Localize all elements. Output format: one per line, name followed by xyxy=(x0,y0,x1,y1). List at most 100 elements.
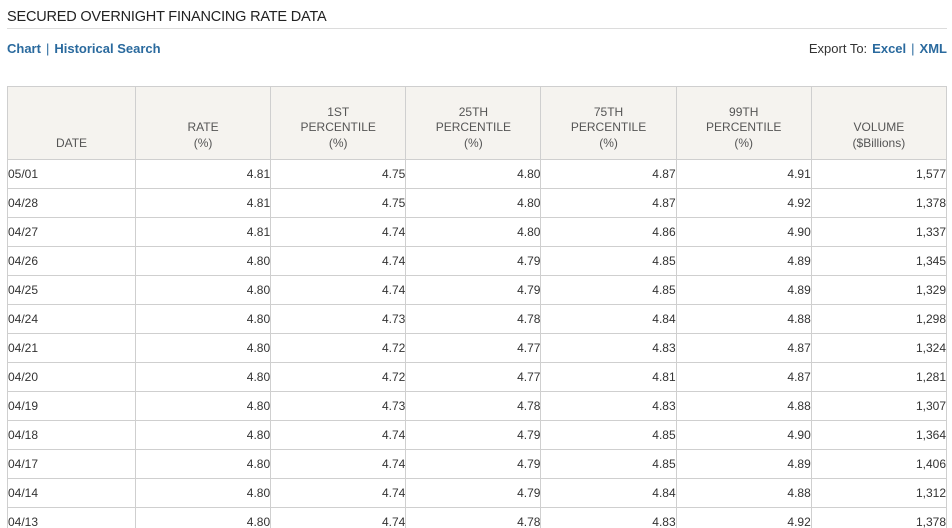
cell-99th-percentile: 4.92 xyxy=(675,188,812,218)
table-row: 04/25 4.80 4.74 4.79 4.85 4.89 1,329 xyxy=(7,275,948,305)
cell-25th-percentile: 4.80 xyxy=(405,159,542,189)
header-p1-line-3: (%) xyxy=(328,135,348,150)
cell-1st-percentile: 4.72 xyxy=(270,333,407,363)
cell-rate: 4.80 xyxy=(134,362,272,392)
cell-rate: 4.80 xyxy=(134,246,272,276)
cell-25th-percentile: 4.79 xyxy=(405,420,542,450)
table-row: 04/20 4.80 4.72 4.77 4.81 4.87 1,281 xyxy=(7,362,948,392)
cell-75th-percentile: 4.83 xyxy=(540,507,677,528)
cell-1st-percentile: 4.74 xyxy=(270,478,407,508)
header-1st-percentile: 1ST PERCENTILE (%) xyxy=(270,86,407,160)
cell-rate: 4.80 xyxy=(134,333,272,363)
cell-99th-percentile: 4.88 xyxy=(675,478,812,508)
cell-1st-percentile: 4.74 xyxy=(270,420,407,450)
cell-date: 04/27 xyxy=(7,217,136,247)
cell-25th-percentile: 4.77 xyxy=(405,362,542,392)
cell-99th-percentile: 4.88 xyxy=(675,304,812,334)
cell-volume: 1,281 xyxy=(810,362,948,392)
cell-75th-percentile: 4.85 xyxy=(540,449,677,479)
cell-99th-percentile: 4.89 xyxy=(675,246,812,276)
cell-99th-percentile: 4.91 xyxy=(675,159,812,189)
page-title: SECURED OVERNIGHT FINANCING RATE DATA xyxy=(7,9,327,25)
cell-volume: 1,364 xyxy=(810,420,948,450)
header-p75-line-2: PERCENTILE xyxy=(570,120,647,134)
export-separator: | xyxy=(911,41,915,56)
header-rate: RATE (%) xyxy=(134,86,272,160)
cell-1st-percentile: 4.73 xyxy=(270,391,407,421)
table-row: 04/26 4.80 4.74 4.79 4.85 4.89 1,345 xyxy=(7,246,948,276)
table-row: 04/24 4.80 4.73 4.78 4.84 4.88 1,298 xyxy=(7,304,948,334)
cell-volume: 1,312 xyxy=(810,478,948,508)
historical-search-link[interactable]: Historical Search xyxy=(54,41,161,56)
cell-date: 04/25 xyxy=(7,275,136,305)
cell-25th-percentile: 4.77 xyxy=(405,333,542,363)
cell-1st-percentile: 4.74 xyxy=(270,507,407,528)
header-p99-line-1: 99TH xyxy=(729,104,759,119)
cell-99th-percentile: 4.88 xyxy=(675,391,812,421)
cell-75th-percentile: 4.87 xyxy=(540,188,677,218)
header-volume-line-1: VOLUME xyxy=(853,120,905,134)
cell-99th-percentile: 4.90 xyxy=(675,420,812,450)
cell-1st-percentile: 4.74 xyxy=(270,275,407,305)
table-row: 04/13 4.80 4.74 4.78 4.83 4.92 1,378 xyxy=(7,507,948,528)
cell-date: 04/24 xyxy=(7,304,136,334)
cell-99th-percentile: 4.90 xyxy=(675,217,812,247)
cell-date: 04/18 xyxy=(7,420,136,450)
header-date: DATE xyxy=(7,86,136,160)
table-row: 04/19 4.80 4.73 4.78 4.83 4.88 1,307 xyxy=(7,391,948,421)
cell-rate: 4.80 xyxy=(134,275,272,305)
cell-99th-percentile: 4.87 xyxy=(675,333,812,363)
cell-1st-percentile: 4.75 xyxy=(270,159,407,189)
cell-date: 04/20 xyxy=(7,362,136,392)
cell-1st-percentile: 4.74 xyxy=(270,217,407,247)
cell-rate: 4.80 xyxy=(134,449,272,479)
table-body: 05/01 4.81 4.75 4.80 4.87 4.91 1,577 04/… xyxy=(7,159,948,528)
cell-1st-percentile: 4.73 xyxy=(270,304,407,334)
table-row: 04/17 4.80 4.74 4.79 4.85 4.89 1,406 xyxy=(7,449,948,479)
cell-rate: 4.80 xyxy=(134,420,272,450)
header-p25-line-3: (%) xyxy=(464,135,483,150)
cell-75th-percentile: 4.85 xyxy=(540,246,677,276)
cell-date: 04/14 xyxy=(7,478,136,508)
header-date-label: DATE xyxy=(55,135,88,150)
cell-date: 04/26 xyxy=(7,246,136,276)
header-row: DATE RATE (%) 1ST PERCENTILE (%) 25TH PE… xyxy=(7,86,948,160)
cell-volume: 1,378 xyxy=(810,507,948,528)
header-p1-line-1: 1ST xyxy=(327,104,350,119)
export-xml-link[interactable]: XML xyxy=(919,41,947,56)
cell-75th-percentile: 4.83 xyxy=(540,391,677,421)
header-p75-line-1: 75TH xyxy=(593,104,624,119)
cell-75th-percentile: 4.87 xyxy=(540,159,677,189)
header-25th-percentile: 25TH PERCENTILE (%) xyxy=(405,86,542,160)
cell-volume: 1,298 xyxy=(810,304,948,334)
cell-volume: 1,307 xyxy=(810,391,948,421)
cell-volume: 1,324 xyxy=(810,333,948,363)
cell-date: 04/28 xyxy=(7,188,136,218)
table-row: 04/18 4.80 4.74 4.79 4.85 4.90 1,364 xyxy=(7,420,948,450)
sofr-data-table: DATE RATE (%) 1ST PERCENTILE (%) 25TH PE… xyxy=(7,86,948,528)
view-links: Chart | Historical Search xyxy=(7,41,161,56)
cell-date: 04/21 xyxy=(7,333,136,363)
table-row: 05/01 4.81 4.75 4.80 4.87 4.91 1,577 xyxy=(7,159,948,189)
cell-75th-percentile: 4.85 xyxy=(540,275,677,305)
header-p75-line-3: (%) xyxy=(599,135,618,150)
cell-date: 04/19 xyxy=(7,391,136,421)
cell-75th-percentile: 4.84 xyxy=(540,478,677,508)
header-p25-line-1: 25TH xyxy=(458,104,489,119)
table-row: 04/14 4.80 4.74 4.79 4.84 4.88 1,312 xyxy=(7,478,948,508)
header-rate-line-1: RATE xyxy=(187,120,219,134)
cell-1st-percentile: 4.72 xyxy=(270,362,407,392)
header-p25-line-2: PERCENTILE xyxy=(435,120,512,134)
cell-volume: 1,337 xyxy=(810,217,948,247)
export-excel-link[interactable]: Excel xyxy=(872,41,907,56)
cell-75th-percentile: 4.83 xyxy=(540,333,677,363)
cell-99th-percentile: 4.92 xyxy=(675,507,812,528)
cell-volume: 1,345 xyxy=(810,246,948,276)
header-volume-line-2: ($Billions) xyxy=(852,135,906,150)
cell-99th-percentile: 4.87 xyxy=(675,362,812,392)
cell-rate: 4.80 xyxy=(134,507,272,528)
cell-25th-percentile: 4.79 xyxy=(405,275,542,305)
cell-75th-percentile: 4.85 xyxy=(540,420,677,450)
chart-link[interactable]: Chart xyxy=(7,41,41,56)
